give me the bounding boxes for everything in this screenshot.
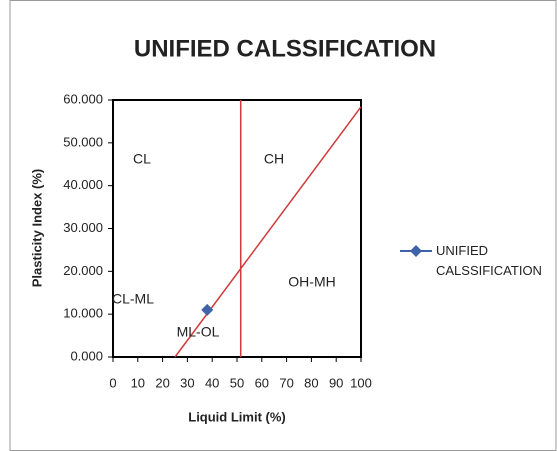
y-axis-title: Plasticity Index (%) <box>29 169 44 287</box>
x-tick-label: 70 <box>279 375 293 390</box>
chart-title: UNIFIED CALSSIFICATION <box>134 35 436 62</box>
x-tick-label: 0 <box>109 375 116 390</box>
region-label: OH-MH <box>288 274 335 290</box>
y-tick-label: 40.000 <box>63 177 103 192</box>
region-label: ML-OL <box>177 324 220 340</box>
y-tick-label: 30.000 <box>63 220 103 235</box>
x-tick-label: 60 <box>255 375 269 390</box>
legend-label: UNIFIED CALSSIFICATION <box>436 243 542 278</box>
y-tick-label: 0.000 <box>70 348 103 363</box>
y-tick-label: 50.000 <box>63 134 103 149</box>
plot-area <box>112 99 362 358</box>
region-label: CH <box>264 151 284 167</box>
x-tick-label: 30 <box>180 375 194 390</box>
y-tick-label: 60.000 <box>63 91 103 106</box>
legend-marker <box>410 245 422 257</box>
x-tick-label: 50 <box>230 375 244 390</box>
y-tick-label: 20.000 <box>63 263 103 278</box>
x-tick-label: 10 <box>131 375 145 390</box>
x-tick-label: 80 <box>304 375 318 390</box>
x-tick-label: 90 <box>329 375 343 390</box>
x-axis-title: Liquid Limit (%) <box>188 409 285 424</box>
y-tick-label: 10.000 <box>63 306 103 321</box>
region-label: CL-ML <box>112 291 154 307</box>
x-tick-label: 20 <box>155 375 169 390</box>
region-label: CL <box>133 151 151 167</box>
x-tick-label: 40 <box>205 375 219 390</box>
x-tick-label: 100 <box>350 375 372 390</box>
reference-line <box>174 106 362 358</box>
data-point <box>201 303 214 316</box>
